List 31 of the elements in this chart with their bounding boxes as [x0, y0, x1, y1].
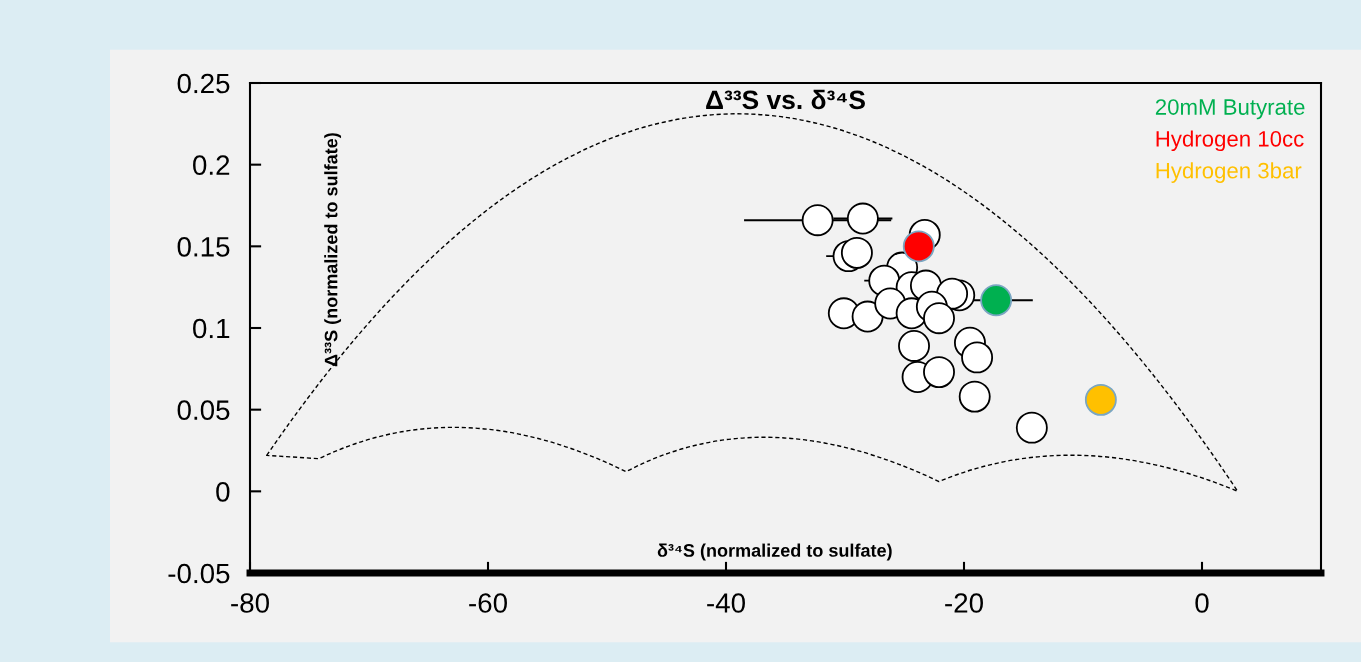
point — [851, 300, 884, 333]
y-tick-label: 0.05 — [177, 400, 230, 421]
x-tick-label: -20 — [945, 593, 983, 613]
point — [980, 284, 1013, 317]
y-tick-label: 0.15 — [177, 237, 230, 257]
y-tick-label: 0.1 — [193, 318, 230, 339]
point — [898, 330, 930, 362]
point — [902, 230, 935, 263]
point — [923, 302, 955, 335]
x-axis-title: δ³⁴S (normalized to sulfate) — [657, 543, 892, 561]
text: Hydrogen 10cc — [1156, 130, 1304, 152]
point — [961, 341, 994, 374]
y-tick-label: 0.25 — [177, 73, 230, 94]
x-tick-label: -40 — [707, 593, 745, 613]
y-axis-title: Δ³³S (normalized to sulfate) — [324, 133, 342, 367]
point — [923, 356, 955, 389]
text: 20mM Butyrate — [1155, 99, 1305, 120]
text: Hydrogen 3bar — [1156, 162, 1302, 183]
chart-title: Δ³³S vs. δ³⁴S — [706, 89, 865, 110]
point — [958, 380, 991, 413]
point — [846, 202, 879, 235]
y-tick-label: -0.05 — [168, 563, 230, 584]
y-tick-label: 0 — [216, 482, 230, 502]
point — [1084, 383, 1117, 416]
x-tick-label: -60 — [469, 593, 507, 613]
y-tick-label: 0.2 — [193, 155, 230, 176]
x-tick-label: -80 — [231, 593, 269, 613]
point — [840, 236, 873, 269]
point — [1015, 411, 1048, 444]
point — [801, 204, 834, 237]
x-tick-label: 0 — [1195, 593, 1209, 613]
